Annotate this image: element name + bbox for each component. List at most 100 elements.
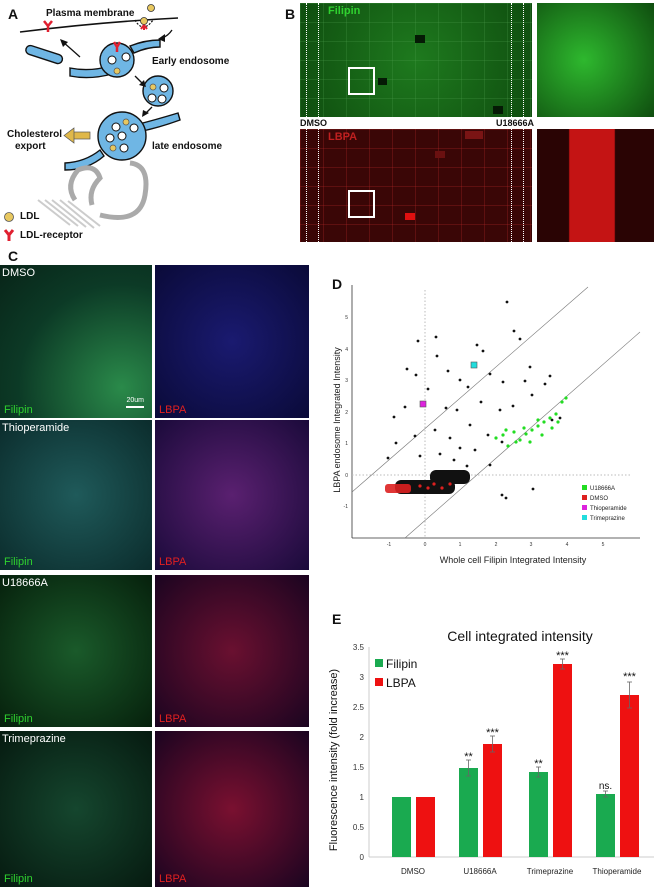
u18666a-lbpa-image: LBPA — [155, 575, 309, 727]
svg-text:4: 4 — [566, 542, 569, 548]
dmso-filipin-image: DMSO Filipin 20um — [0, 265, 152, 418]
chart-title: Cell integrated intensity — [447, 628, 593, 644]
lbpa-screen-plate: LBPA — [300, 129, 532, 242]
filipin-zoom-image — [537, 3, 654, 117]
lbpa-zoom-box — [348, 190, 375, 218]
ldl-particle-icon — [4, 212, 14, 222]
lbpa-channel-tag: LBPA — [159, 556, 187, 568]
x-axis-label: Whole cell Filipin Integrated Intensity — [440, 555, 587, 565]
svg-text:3: 3 — [530, 542, 533, 548]
plasma-membrane-label: Plasma membrane — [46, 8, 135, 19]
treatment-label-u18666a: U18666A — [2, 577, 48, 589]
y-axis-label: LBPA endosome Integrated Intensity — [332, 347, 342, 493]
u18666a-control-label: U18666A — [496, 118, 535, 128]
early-endosome-label: Early endosome — [152, 56, 230, 67]
filipin-channel-tag: Filipin — [4, 404, 33, 416]
significance-markers: ***** ***** ns.*** — [464, 650, 636, 792]
x-tick-labels: DMSO U18666A Trimeprazine Thioperamide — [401, 867, 642, 876]
bar-u18666a-filipin — [459, 768, 478, 857]
svg-text:DMSO: DMSO — [401, 867, 425, 876]
svg-text:-1: -1 — [344, 504, 349, 510]
trimeprazine-filipin-image: Trimeprazine Filipin — [0, 731, 152, 887]
lbpa-channel-tag: LBPA — [159, 873, 187, 885]
legend-filipin: Filipin — [386, 657, 417, 671]
y-tick-labels: 0 0.5 1 1.5 2 2.5 3 3.5 — [353, 643, 365, 862]
endocytosis-diagram — [3, 4, 181, 241]
svg-text:0: 0 — [360, 853, 365, 862]
legend-ldl-receptor-label: LDL-receptor — [20, 230, 83, 241]
svg-text:***: *** — [556, 650, 570, 662]
dmso-lbpa-image: LBPA — [155, 265, 309, 418]
svg-text:***: *** — [486, 727, 500, 739]
thioperamide-point — [419, 400, 427, 408]
svg-text:***: *** — [623, 671, 637, 683]
lower-diagonal — [404, 331, 641, 539]
cholesterol-export-label-line2: export — [15, 141, 46, 152]
svg-text:5: 5 — [602, 542, 605, 548]
bar-thioperamide-lbpa — [620, 695, 639, 857]
treatment-label-trimeprazine: Trimeprazine — [2, 733, 66, 745]
thioperamide-filipin-image: Thioperamide Filipin — [0, 420, 152, 570]
trimeprazine-lbpa-image: LBPA — [155, 731, 309, 887]
svg-text:2: 2 — [360, 733, 365, 742]
lbpa-channel-tag: LBPA — [159, 404, 187, 416]
svg-text:0: 0 — [345, 473, 348, 479]
bar-dmso-lbpa — [416, 797, 435, 857]
svg-text:ns.: ns. — [599, 781, 612, 792]
filipin-channel-label: Filipin — [328, 5, 361, 17]
svg-text:0: 0 — [424, 542, 427, 548]
ldl-receptor-icon — [3, 229, 15, 241]
late-endosome-label: late endosome — [152, 141, 223, 152]
lbpa-channel-tag: LBPA — [159, 713, 187, 725]
svg-text:1: 1 — [360, 793, 365, 802]
svg-text:3: 3 — [345, 378, 348, 384]
svg-text:Thioperamide: Thioperamide — [593, 867, 642, 876]
filipin-screen-plate: Filipin — [300, 3, 532, 117]
scatter-plot: -1 0 1 2 3 4 5 -1 0 1 2 3 4 5 Whole cell Filipin I… — [332, 285, 641, 565]
bar-trimeprazine-filipin — [529, 772, 548, 857]
svg-text:Thioperamide: Thioperamide — [590, 506, 627, 512]
svg-text:**: ** — [464, 751, 473, 763]
svg-text:4: 4 — [345, 347, 348, 353]
y-axis-label: Fluorescence intensity (fold increase) — [328, 669, 340, 851]
svg-text:2: 2 — [495, 542, 498, 548]
bar-thioperamide-filipin — [596, 794, 615, 857]
svg-text:1: 1 — [345, 441, 348, 447]
u18666a-filipin-image: U18666A Filipin — [0, 575, 152, 727]
thioperamide-lbpa-image: LBPA — [155, 420, 309, 570]
bar-dmso-filipin — [392, 797, 411, 857]
svg-text:3.5: 3.5 — [353, 643, 365, 652]
svg-text:0.5: 0.5 — [353, 823, 365, 832]
lbpa-channel-label: LBPA — [328, 131, 358, 143]
legend-lbpa: LBPA — [386, 676, 416, 690]
panel-e-letter: E — [332, 611, 342, 627]
svg-text:DMSO: DMSO — [590, 496, 608, 502]
scatter-legend: U18666A DMSO Thioperamide Trimeprazine — [582, 485, 627, 522]
dmso-points — [385, 482, 452, 493]
svg-text:U18666A: U18666A — [463, 867, 497, 876]
filipin-channel-tag: Filipin — [4, 556, 33, 568]
treatment-label-dmso: DMSO — [2, 267, 35, 279]
svg-text:2: 2 — [345, 410, 348, 416]
upper-diagonal — [351, 286, 589, 493]
bar-trimeprazine-lbpa — [553, 664, 572, 857]
scale-bar-label: 20um — [126, 397, 144, 404]
library-points — [386, 300, 562, 500]
error-bars — [466, 658, 632, 798]
filipin-channel-tag: Filipin — [4, 873, 33, 885]
svg-text:Trimeprazine: Trimeprazine — [590, 516, 625, 522]
filipin-zoom-box — [348, 67, 375, 95]
panel-a-letter: A — [8, 6, 19, 22]
cholesterol-export-label: Cholesterol — [7, 129, 63, 140]
trimeprazine-point — [470, 361, 478, 369]
svg-text:-1: -1 — [387, 542, 392, 548]
svg-text:Trimeprazine: Trimeprazine — [527, 867, 574, 876]
svg-text:5: 5 — [345, 315, 348, 321]
legend-ldl-label: LDL — [20, 211, 40, 222]
dmso-control-label: DMSO — [300, 118, 327, 128]
bar-u18666a-lbpa — [483, 744, 502, 857]
treatment-label-thioperamide: Thioperamide — [2, 422, 70, 434]
ldl-receptor-icon — [43, 20, 53, 32]
bars — [392, 664, 639, 857]
svg-text:2.5: 2.5 — [353, 703, 365, 712]
